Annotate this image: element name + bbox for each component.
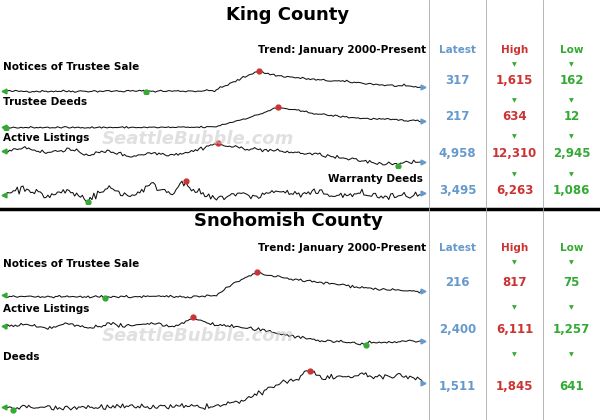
Text: Low: Low xyxy=(560,45,583,55)
Text: Trend: January 2000-Present: Trend: January 2000-Present xyxy=(258,45,426,55)
Text: Trustee Deeds: Trustee Deeds xyxy=(3,97,87,107)
Text: Deeds: Deeds xyxy=(3,352,40,362)
Text: 2,945: 2,945 xyxy=(553,147,590,160)
Text: Trend: January 2000-Present: Trend: January 2000-Present xyxy=(258,243,426,253)
Text: 1,615: 1,615 xyxy=(496,74,533,87)
Text: ▼: ▼ xyxy=(512,172,517,177)
Text: ▼: ▼ xyxy=(512,98,517,103)
Text: 1,845: 1,845 xyxy=(496,380,533,393)
Text: 641: 641 xyxy=(559,380,584,393)
Text: SeattleBubble.com: SeattleBubble.com xyxy=(102,327,294,345)
Text: 1,257: 1,257 xyxy=(553,323,590,336)
Text: Low: Low xyxy=(560,243,583,253)
Text: 3,495: 3,495 xyxy=(439,184,476,197)
Text: 12: 12 xyxy=(563,110,580,123)
Text: 1,511: 1,511 xyxy=(439,380,476,393)
Text: High: High xyxy=(501,45,528,55)
Text: Active Listings: Active Listings xyxy=(3,133,89,143)
Text: 75: 75 xyxy=(563,276,580,289)
Text: ▼: ▼ xyxy=(512,305,517,310)
Text: SeattleBubble.com: SeattleBubble.com xyxy=(102,130,294,147)
Text: 6,111: 6,111 xyxy=(496,323,533,336)
Text: ▼: ▼ xyxy=(569,172,574,177)
Text: 4,958: 4,958 xyxy=(439,147,476,160)
Text: 1,086: 1,086 xyxy=(553,184,590,197)
Text: 162: 162 xyxy=(559,74,584,87)
Text: King County: King County xyxy=(226,6,350,24)
Text: 634: 634 xyxy=(502,110,527,123)
Text: ▼: ▼ xyxy=(569,260,574,265)
Text: ▼: ▼ xyxy=(512,352,517,357)
Text: 6,263: 6,263 xyxy=(496,184,533,197)
Text: ▼: ▼ xyxy=(512,63,517,68)
Text: Warranty Deeds: Warranty Deeds xyxy=(328,174,423,184)
Text: Active Listings: Active Listings xyxy=(3,304,89,314)
Text: ▼: ▼ xyxy=(569,63,574,68)
Text: High: High xyxy=(501,243,528,253)
Text: Notices of Trustee Sale: Notices of Trustee Sale xyxy=(3,62,139,71)
Text: 2,400: 2,400 xyxy=(439,323,476,336)
Text: ▼: ▼ xyxy=(512,134,517,139)
Text: ▼: ▼ xyxy=(569,134,574,139)
Text: 817: 817 xyxy=(502,276,527,289)
Text: ▼: ▼ xyxy=(512,260,517,265)
Text: Latest: Latest xyxy=(439,243,476,253)
Text: 216: 216 xyxy=(445,276,470,289)
Text: ▼: ▼ xyxy=(569,305,574,310)
Text: 317: 317 xyxy=(445,74,470,87)
Text: Snohomish County: Snohomish County xyxy=(194,212,382,230)
Text: Notices of Trustee Sale: Notices of Trustee Sale xyxy=(3,259,139,269)
Text: ▼: ▼ xyxy=(569,352,574,357)
Text: 217: 217 xyxy=(445,110,470,123)
Text: 12,310: 12,310 xyxy=(492,147,537,160)
Text: ▼: ▼ xyxy=(569,98,574,103)
Text: Latest: Latest xyxy=(439,45,476,55)
